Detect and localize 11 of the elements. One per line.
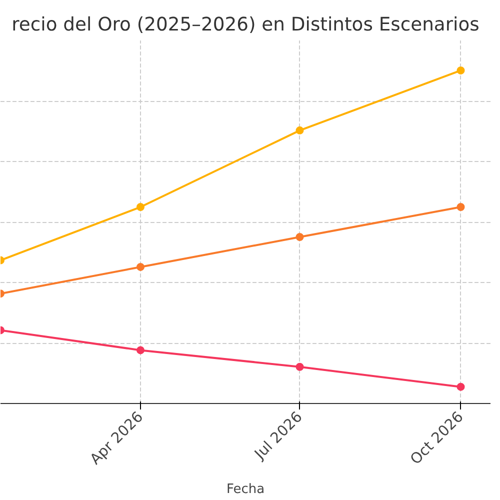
point <box>296 232 304 241</box>
point <box>456 203 465 212</box>
x-axis-title: Fecha <box>226 482 265 498</box>
chart-title: recio del Oro (2025–2026) en Distintos Escenarios <box>12 14 480 36</box>
point <box>136 346 144 354</box>
point <box>136 262 144 271</box>
point <box>456 382 465 391</box>
point <box>456 66 465 74</box>
point <box>136 203 144 212</box>
point <box>296 362 304 371</box>
point <box>296 126 304 134</box>
